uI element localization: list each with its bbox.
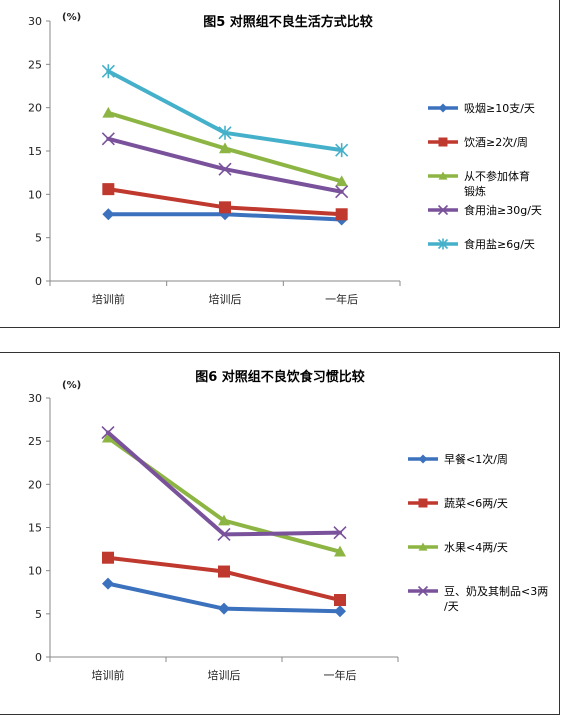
chart-panel-lifestyle: 图5 对照组不良生活方式比较 (%) 0 5 10 15 20 25 30 培训前 培训后 一年后…: [0, 0, 560, 328]
x-tick-label: 培训前: [92, 292, 125, 306]
legend-marker: [418, 454, 428, 464]
series-line: [106, 555, 342, 603]
legend-marker: [437, 238, 449, 250]
y-tick-label: 25: [28, 435, 42, 448]
chart-title: 图5 对照组不良生活方式比较: [203, 14, 373, 30]
data-point: [334, 605, 346, 618]
legend-marker: [438, 137, 448, 147]
data-point: [102, 183, 115, 196]
data-point: [334, 545, 346, 557]
y-tick-label: 0: [35, 275, 42, 288]
y-tick-label: 15: [28, 522, 42, 535]
data-point: [101, 132, 115, 146]
data-point: [335, 175, 348, 187]
legend-marker: [418, 542, 428, 551]
x-tick-label: 一年后: [324, 668, 357, 682]
legend-label: 豆、奶及其制品<3两: [444, 584, 548, 598]
diet-chart: 图6 对照组不良饮食习惯比较 (%) 0 5 10 15 20 25 30 培训前 培训后 一年后…: [28, 369, 548, 682]
legend-marker: [438, 171, 448, 180]
x-tick-label: 培训前: [92, 668, 125, 682]
y-tick-label: 5: [35, 232, 42, 245]
chart-panel-diet: 图6 对照组不良饮食习惯比较 (%) 0 5 10 15 20 25 30 培训前 培训后 一年后…: [0, 352, 560, 715]
y-axis-unit: (%): [62, 380, 81, 391]
y-tick-label: 20: [28, 102, 42, 115]
legend-label: 水果<4两/天: [444, 541, 508, 554]
data-point: [218, 125, 232, 140]
data-point: [102, 577, 114, 590]
x-tick-label: 培训后: [208, 668, 241, 682]
x-tick-label: 培训后: [209, 292, 242, 306]
legend-marker: [438, 103, 448, 113]
lifestyle-chart: 图5 对照组不良生活方式比较 (%) 0 5 10 15 20 25 30 培训前 培训后 一年后…: [28, 12, 542, 306]
data-point: [219, 201, 231, 214]
data-point: [101, 64, 115, 79]
y-tick-label: 20: [28, 478, 42, 491]
data-point: [102, 106, 115, 118]
legend-label: 早餐<1次/周: [444, 452, 508, 466]
legend-label: 食用盐≥6g/天: [464, 237, 535, 251]
data-point: [102, 208, 115, 221]
y-axis-unit: (%): [62, 12, 81, 23]
legend-marker: [437, 204, 449, 216]
legend-marker: [417, 585, 429, 597]
data-point: [102, 551, 114, 564]
legend-label: 锻炼: [464, 184, 486, 198]
legend-label: 吸烟≥10支/天: [464, 101, 535, 115]
y-tick-label: 10: [28, 565, 42, 578]
legend-label: 饮酒≥2次/周: [464, 135, 528, 149]
legend-label: 从不参加体育: [464, 169, 530, 183]
data-point: [333, 526, 347, 540]
data-point: [101, 425, 115, 440]
data-point: [335, 143, 349, 158]
data-point: [218, 565, 230, 578]
y-tick-label: 25: [28, 58, 42, 71]
y-tick-label: 30: [28, 15, 42, 28]
data-point: [102, 431, 114, 443]
chart-title: 图6 对照组不良饮食习惯比较: [195, 369, 365, 385]
legend-label: 蔬菜<6两/天: [444, 497, 508, 510]
data-point: [218, 162, 232, 176]
data-point: [335, 185, 349, 199]
legend-label: /天: [444, 600, 459, 613]
x-tick-label: 一年后: [325, 292, 358, 306]
data-point: [218, 514, 230, 526]
legend-marker: [418, 498, 428, 508]
y-tick-label: 10: [28, 188, 42, 201]
legend-label: 食用油≥30g/天: [464, 203, 542, 217]
data-point: [217, 527, 231, 541]
y-tick-label: 5: [35, 608, 42, 621]
data-point: [334, 594, 346, 607]
data-point: [335, 208, 348, 221]
y-tick-label: 0: [35, 651, 42, 664]
data-point: [219, 142, 231, 154]
data-point: [218, 602, 230, 615]
y-tick-label: 15: [28, 145, 42, 158]
y-tick-label: 30: [28, 392, 42, 405]
